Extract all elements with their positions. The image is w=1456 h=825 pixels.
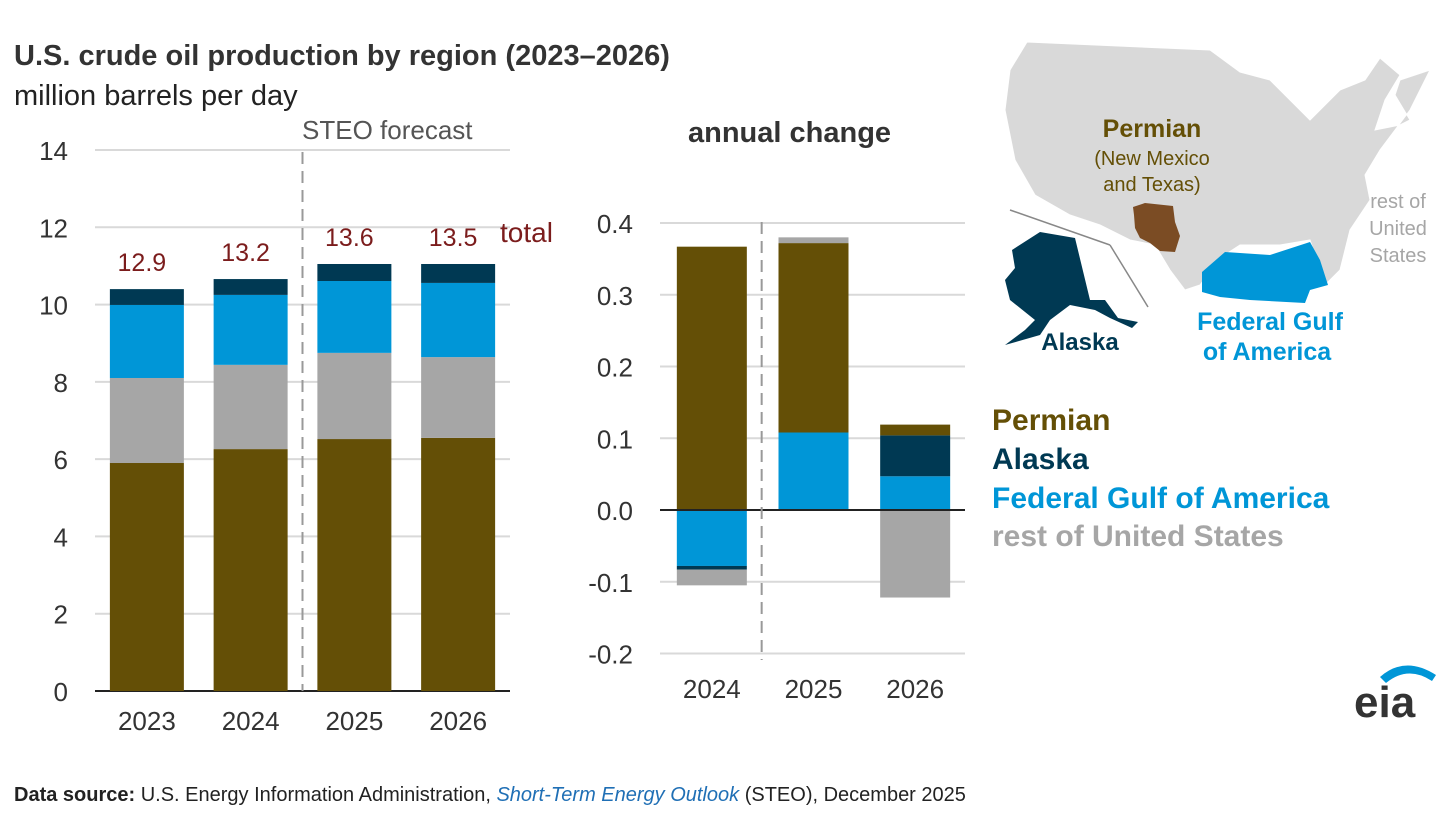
change-bar-rest-of-united-states <box>676 569 747 586</box>
bar-rest-of-united-states <box>421 357 496 438</box>
y-tick-label: 0.3 <box>597 281 633 311</box>
y-tick-label: -0.1 <box>588 568 633 598</box>
y-tick-label: 10 <box>39 291 68 321</box>
x-tick-label: 2024 <box>683 674 741 704</box>
legend-permian: Permian <box>992 404 1111 437</box>
us-map: Permian (New Mexico and Texas) Alaska Fe… <box>1004 41 1431 366</box>
change-bar-permian <box>778 243 849 433</box>
total-label: 12.9 <box>118 249 167 277</box>
y-tick-label: 0.4 <box>597 209 633 239</box>
map-rest-label-3: States <box>1370 245 1427 267</box>
annual-change-chart: -0.2 -0.1 0.0 0.1 0.2 0.3 0.4 2024 2025 2026 <box>588 209 965 704</box>
y-tick-label: 0.1 <box>597 424 633 454</box>
data-source: Data source: U.S. Energy Information Adm… <box>14 784 966 807</box>
bar-rest-of-united-states <box>317 352 392 440</box>
alaska-shape <box>1005 232 1138 345</box>
change-bar-permian <box>676 246 747 511</box>
bar-alaska <box>109 289 184 305</box>
bar-permian <box>109 463 184 691</box>
y-tick-label: 4 <box>54 522 68 552</box>
x-tick-label: 2025 <box>785 674 843 704</box>
y-tick-label: 0.2 <box>597 353 633 383</box>
map-gulf-label-1: Federal Gulf <box>1197 308 1344 336</box>
gulf-shape <box>1202 242 1328 303</box>
total-label: 13.5 <box>429 224 478 252</box>
eia-logo-text: eia <box>1354 678 1416 725</box>
map-rest-label-1: rest of <box>1370 191 1426 213</box>
change-bar-alaska <box>880 435 951 477</box>
legend-gulf: Federal Gulf of America <box>992 482 1330 515</box>
total-word-label: total <box>500 217 553 248</box>
y-tick-label: 6 <box>54 445 68 475</box>
y-tick-label: 12 <box>39 213 68 243</box>
bar-alaska <box>317 263 392 281</box>
bar-federal-gulf-of-america <box>317 280 392 353</box>
map-permian-label: Permian <box>1103 115 1202 143</box>
chart-title: U.S. crude oil production by region (202… <box>14 40 670 72</box>
change-bar-alaska <box>676 565 747 570</box>
total-label: 13.2 <box>221 239 270 267</box>
lower48-shape <box>1004 41 1431 291</box>
map-permian-sub1: (New Mexico <box>1094 148 1210 170</box>
bar-permian <box>317 439 392 691</box>
x-tick-label: 2026 <box>886 674 944 704</box>
bar-federal-gulf-of-america <box>421 282 496 358</box>
production-chart: 0 2 4 6 8 10 12 14 2023 12.9 2024 13.2 2025 13.6 2026 1… <box>39 136 553 736</box>
change-bar-federal-gulf-of-america <box>778 432 849 510</box>
y-tick-label: 0.0 <box>597 496 633 526</box>
y-tick-label: 0 <box>54 677 68 707</box>
y-tick-label: 8 <box>54 368 68 398</box>
bar-federal-gulf-of-america <box>213 294 288 365</box>
alaska-leader-line <box>1009 209 1111 246</box>
y-tick-label: 2 <box>54 600 68 630</box>
source-link[interactable]: Short-Term Energy Outlook <box>496 784 740 806</box>
bar-rest-of-united-states <box>109 377 184 464</box>
bar-federal-gulf-of-america <box>109 304 184 378</box>
change-bar-federal-gulf-of-america <box>880 476 951 510</box>
x-tick-label: 2026 <box>429 706 487 736</box>
map-alaska-label: Alaska <box>1041 329 1119 356</box>
total-label: 13.6 <box>325 224 374 252</box>
x-tick-label: 2023 <box>118 706 176 736</box>
change-bar-federal-gulf-of-america <box>676 510 747 566</box>
change-bar-rest-of-united-states <box>880 510 951 598</box>
bar-alaska <box>421 263 496 283</box>
source-text2: (STEO), December 2025 <box>744 784 966 806</box>
x-tick-label: 2025 <box>325 706 383 736</box>
y-tick-label: -0.2 <box>588 640 633 670</box>
forecast-label: STEO forecast <box>302 115 473 145</box>
map-permian-sub2: and Texas) <box>1103 174 1200 196</box>
source-label: Data source: <box>14 784 136 806</box>
x-tick-label: 2024 <box>222 706 280 736</box>
eia-logo: eia <box>1354 665 1436 725</box>
map-gulf-label-2: of America <box>1203 338 1332 366</box>
annual-change-title: annual change <box>688 117 892 149</box>
bar-permian <box>213 449 288 691</box>
source-text1: U.S. Energy Information Administration, <box>140 784 491 806</box>
map-rest-label-2: United <box>1369 218 1427 240</box>
change-bar-rest-of-united-states <box>778 237 849 244</box>
y-tick-label: 14 <box>39 136 68 166</box>
legend-alaska: Alaska <box>992 443 1089 476</box>
change-bar-permian <box>880 424 951 436</box>
permian-shape <box>1133 203 1180 252</box>
bar-permian <box>421 437 496 691</box>
bar-rest-of-united-states <box>213 364 288 450</box>
legend-rest: rest of United States <box>992 520 1284 553</box>
bar-alaska <box>213 279 288 295</box>
chart-subtitle: million barrels per day <box>14 80 298 112</box>
